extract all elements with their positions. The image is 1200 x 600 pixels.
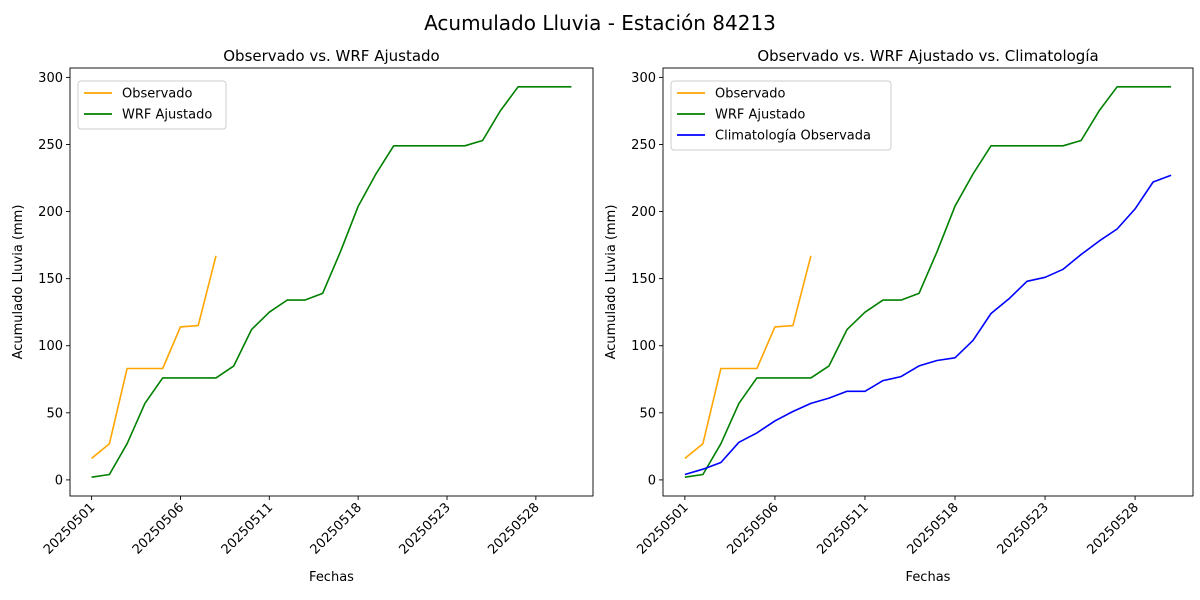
legend-label: Observado: [715, 87, 786, 102]
chart-title: Observado vs. WRF Ajustado vs. Climatolo…: [757, 47, 1098, 65]
legend: Observado WRF Ajustado: [77, 80, 227, 130]
figure-title: Acumulado Lluvia - Estación 84213: [424, 11, 776, 35]
series-line-observado: [684, 255, 812, 460]
x-tick-label: 20250506: [724, 500, 781, 557]
legend-box: [77, 80, 227, 130]
left-chart-panel: Observado vs. WRF Ajustado 0 50 100 150 200 25…: [11, 47, 594, 585]
x-tick-label: 20250501: [41, 500, 98, 557]
chart-title: Observado vs. WRF Ajustado: [223, 47, 439, 65]
x-axis-label: Fechas: [906, 570, 951, 585]
y-axis-label: Acumulado Lluvia (mm): [11, 205, 26, 360]
series-line-clim: [684, 174, 1172, 476]
y-axis-label: Acumulado Lluvia (mm): [604, 205, 619, 360]
series-line-observado: [91, 255, 217, 460]
y-tick-label: 150: [38, 272, 63, 287]
y-tick-label: 50: [46, 406, 63, 421]
y-tick-label: 300: [38, 71, 63, 86]
y-tick-label: 0: [55, 473, 63, 488]
y-tick-label: 300: [631, 71, 656, 86]
legend-label: WRF Ajustado: [122, 108, 212, 123]
x-tick-label: 20250511: [219, 500, 276, 557]
series-line-wrf: [684, 86, 1172, 478]
y-tick-label: 100: [38, 339, 63, 354]
legend-label: WRF Ajustado: [715, 108, 805, 123]
legend-label: Observado: [122, 87, 193, 102]
y-tick-label: 250: [38, 138, 63, 153]
x-tick-label: 20250528: [1085, 500, 1142, 557]
x-tick-label: 20250511: [814, 500, 871, 557]
plot-frame: [69, 67, 594, 497]
plot-frame: [662, 67, 1194, 497]
x-tick-label: 20250506: [130, 500, 187, 557]
legend-label: Climatología Observada: [715, 129, 871, 144]
legend-box: [670, 80, 892, 151]
x-tick-label: 20250523: [994, 500, 1051, 557]
y-tick-label: 150: [631, 272, 656, 287]
y-tick-label: 200: [631, 205, 656, 220]
y-tick-label: 250: [631, 138, 656, 153]
y-tick-label: 100: [631, 339, 656, 354]
right-chart-panel: Observado vs. WRF Ajustado vs. Climatolo…: [604, 47, 1194, 585]
y-tick-label: 50: [639, 406, 656, 421]
x-axis-label: Fechas: [309, 570, 354, 585]
series-line-wrf: [91, 86, 572, 478]
y-tick-label: 0: [648, 473, 656, 488]
legend: Observado WRF Ajustado Climatología Observ…: [670, 80, 892, 151]
x-tick-label: 20250518: [308, 500, 365, 557]
y-tick-label: 200: [38, 205, 63, 220]
x-tick-label: 20250501: [634, 500, 691, 557]
x-tick-label: 20250523: [396, 500, 453, 557]
x-tick-label: 20250528: [485, 500, 542, 557]
x-tick-label: 20250518: [904, 500, 961, 557]
